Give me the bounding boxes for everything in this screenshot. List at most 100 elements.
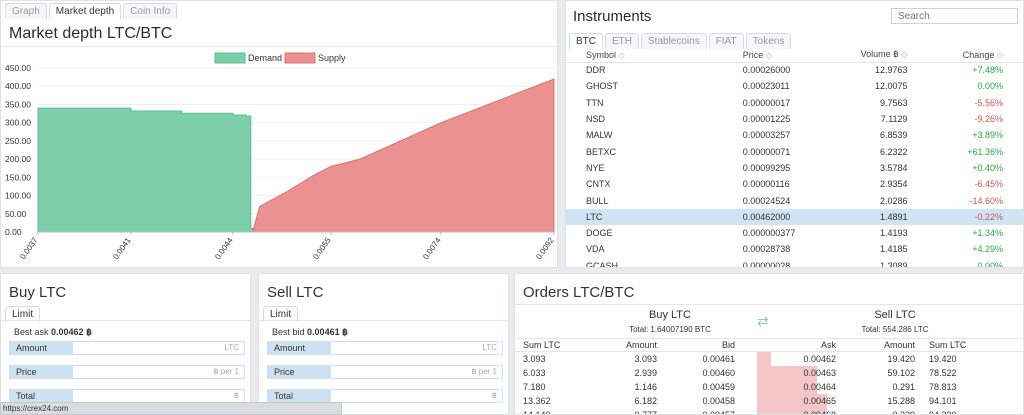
tab-btc[interactable]: BTC	[569, 33, 603, 49]
instrument-change: +0.40%	[972, 162, 1003, 173]
tab-market-depth[interactable]: Market depth	[48, 3, 122, 19]
sell-sum: 94.330	[929, 409, 957, 415]
buy-amount: 1.146	[634, 381, 657, 392]
sell-order-type-tabs: Limit	[263, 306, 299, 322]
header-price[interactable]: Price ◇	[704, 48, 833, 63]
instrument-price: 0.00000017	[742, 97, 791, 108]
order-book-header: Sum LTC Amount Bid Ask Amount Sum LTC	[515, 338, 1023, 352]
sell-sum: 78.522	[929, 367, 957, 378]
sell-total-field[interactable]: Total ฿	[267, 389, 503, 403]
instrument-price: 0.00003257	[742, 130, 791, 141]
tab-eth[interactable]: ETH	[605, 33, 639, 49]
instrument-row-cntx[interactable]: CNTX 0.00000116 2.9354 -6.45%	[566, 176, 1023, 192]
instrument-volume: 6.8539	[880, 130, 908, 141]
tab-limit[interactable]: Limit	[263, 306, 299, 322]
legend-swatch-demand	[214, 52, 246, 64]
market-depth-chart[interactable]: 0.00 50.00 100.00 150.00 200.00 250.00 300.00 3…	[1, 48, 557, 266]
field-unit: LTC	[482, 343, 497, 352]
header-label: Price	[742, 49, 764, 60]
sell-price-field[interactable]: Price ฿ per 1	[267, 365, 503, 379]
header-symbol[interactable]: Symbol ◇	[566, 48, 705, 63]
header-bid: Bid	[657, 338, 757, 352]
instrument-volume: 9.7563	[880, 97, 908, 108]
ask-price: 0.00468	[803, 409, 836, 415]
divider	[515, 304, 1023, 305]
tab-stablecoins[interactable]: Stablecoins	[641, 33, 707, 49]
y-tick-label: 50.00	[5, 209, 27, 219]
order-book-row[interactable]: 14.140 0.777 0.00457 0.00468 0.229 94.330	[515, 407, 1023, 415]
buy-total-field[interactable]: Total ฿	[9, 389, 245, 403]
instrument-row-ghost[interactable]: GHOST 0.00023011 12.0075 0.00%	[566, 78, 1023, 94]
ask-depth-bar	[757, 407, 827, 414]
instrument-price: 0.00023011	[742, 81, 790, 92]
instrument-change: 0.00%	[977, 260, 1003, 268]
instrument-symbol: NSD	[586, 114, 606, 125]
instrument-symbol: DDR	[586, 65, 606, 76]
sell-amount: 0.229	[892, 409, 915, 415]
x-tick-label: 0.0055	[311, 236, 333, 262]
tab-limit[interactable]: Limit	[5, 306, 41, 322]
instrument-price: 0.00099295	[742, 162, 791, 173]
sell-amount-field[interactable]: Amount LTC	[267, 341, 503, 355]
instrument-row-gcash[interactable]: GCASH 0.00000028 1.3089 0.00%	[566, 258, 1023, 268]
header-change[interactable]: Change ◇	[907, 48, 1023, 63]
instrument-price: 0.00000116	[742, 179, 790, 190]
instrument-price: 0.00000071	[742, 146, 791, 157]
header-sell-amount: Amount	[840, 338, 919, 352]
bid-price: 0.00458	[702, 395, 735, 406]
buy-panel: Buy LTC Limit Best ask 0.00462 ฿ Amount L…	[0, 273, 251, 415]
instrument-change: -6.45%	[974, 179, 1003, 190]
search-input[interactable]	[891, 8, 1018, 24]
instrument-row-ttn[interactable]: TTN 0.00000017 9.7563 -5.56%	[566, 95, 1023, 111]
best-bid-label: Best bid	[272, 327, 305, 337]
instrument-price: 0.00462000	[704, 208, 833, 225]
y-tick-label: 250.00	[5, 136, 31, 146]
instrument-volume: 1.4891	[832, 208, 908, 225]
order-book-row[interactable]: 7.180 1.146 0.00459 0.00464 0.291 78.813	[515, 379, 1023, 394]
best-ask[interactable]: Best ask 0.00462 ฿	[14, 327, 92, 338]
y-tick-label: 300.00	[5, 118, 31, 128]
buy-price-field[interactable]: Price ฿ per 1	[9, 365, 245, 379]
swap-arrows-icon[interactable]: ⇄	[757, 313, 769, 329]
instrument-row-vda[interactable]: VDA 0.00028738 1.4185 +4.29%	[566, 241, 1023, 257]
legend-label-demand[interactable]: Demand	[248, 53, 282, 63]
y-tick-label: 200.00	[5, 154, 31, 164]
tab-graph[interactable]: Graph	[5, 3, 47, 19]
tab-tokens[interactable]: Tokens	[745, 33, 792, 49]
legend-label-supply[interactable]: Supply	[318, 53, 346, 63]
instrument-row-ddr[interactable]: DDR 0.00026000 12.9763 +7.48%	[566, 62, 1023, 78]
instrument-row-ltc[interactable]: LTC 0.00462000 1.4891 -0.22%	[566, 208, 1023, 225]
instrument-row-nsd[interactable]: NSD 0.00001225 7.1129 -9.26%	[566, 111, 1023, 127]
buy-sum: 7.180	[523, 381, 546, 392]
ask-cell: 0.00462	[757, 352, 840, 366]
best-ask-value: 0.00462 ฿	[51, 327, 92, 337]
orders-title: Orders LTC/BTC	[523, 284, 635, 301]
buy-amount-field[interactable]: Amount LTC	[9, 341, 245, 355]
field-label: Price	[268, 366, 331, 378]
header-volume[interactable]: Volume ฿ ◇	[832, 48, 908, 63]
instrument-row-betxc[interactable]: BETXC 0.00000071 6.2322 +61.36%	[566, 143, 1023, 159]
instrument-volume: 12.0075	[875, 81, 908, 92]
bid-price: 0.00460	[702, 367, 735, 378]
sort-icon: ◇	[618, 50, 625, 60]
order-book-row[interactable]: 13.362 6.182 0.00458 0.00465 15.288 94.101	[515, 393, 1023, 408]
field-label: Price	[10, 366, 73, 378]
y-tick-label: 0.00	[5, 227, 22, 237]
order-book-row[interactable]: 6.033 2.939 0.00460 0.00463 59.102 78.522	[515, 365, 1023, 380]
y-tick-label: 400.00	[5, 81, 31, 91]
instrument-row-doge[interactable]: DOGE 0.000000377 1.4193 +1.34%	[566, 225, 1023, 241]
instrument-symbol: VDA	[586, 244, 605, 255]
instrument-symbol: BULL	[586, 195, 609, 206]
instrument-row-nye[interactable]: NYE 0.00099295 3.5784 +0.40%	[566, 160, 1023, 176]
y-tick-label: 450.00	[5, 63, 31, 73]
bid-price: 0.00461	[702, 353, 735, 364]
tab-fiat[interactable]: FIAT	[708, 33, 744, 49]
tab-coin-info[interactable]: Coin Info	[123, 3, 178, 19]
order-book-row[interactable]: 3.093 3.093 0.00461 0.00462 19.420 19.420	[515, 352, 1023, 366]
x-tick-label: 0.0044	[213, 236, 235, 262]
instrument-row-bull[interactable]: BULL 0.00024524 2.0286 -14.60%	[566, 192, 1023, 208]
best-bid[interactable]: Best bid 0.00461 ฿	[272, 327, 348, 338]
header-buy-sum: Sum LTC	[515, 338, 587, 352]
instrument-row-malw[interactable]: MALW 0.00003257 6.8539 +3.89%	[566, 127, 1023, 143]
currency-tabs: BTC ETH Stablecoins FIAT Tokens	[569, 33, 792, 49]
